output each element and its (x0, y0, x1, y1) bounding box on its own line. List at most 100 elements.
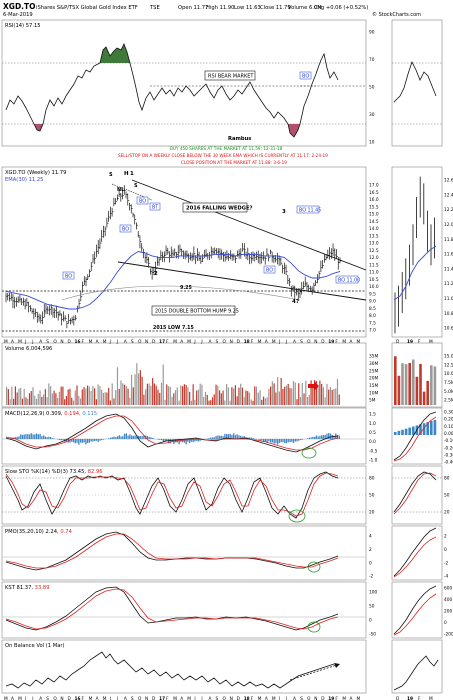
y-tick-label: 0.30 (444, 410, 453, 416)
macd-hist-bar (189, 439, 191, 444)
macd-hist-bar (14, 437, 17, 439)
rsi-panel-frame (1, 19, 367, 147)
volume-bar (229, 400, 231, 405)
macd-hist-bar (99, 439, 101, 441)
x-tick-label: 16 (75, 339, 81, 345)
volume-bar (7, 389, 9, 405)
volume-bar (9, 399, 11, 405)
macd-hist-bar (233, 433, 235, 439)
y-axes: 907050301017.016.516.015.515.014.514.013… (369, 30, 453, 638)
macd-hist-bar (160, 439, 163, 441)
ema-label: EMA(30) 11.25 (5, 177, 43, 183)
volume-bar (11, 386, 13, 405)
sto-label-b: 82.96 (88, 469, 103, 475)
x-tick-label: D (321, 696, 325, 700)
volume-bar (48, 383, 50, 405)
macd-hist-bar (164, 439, 166, 442)
x-tick-label: F (166, 696, 169, 700)
rsi-overbought-fill (100, 44, 130, 63)
y-tick-label: 0 (444, 547, 447, 553)
macd-hist-bar (72, 439, 75, 443)
kst-label-b: 33.89 (35, 585, 50, 591)
y-tick-label: 12.2 (444, 207, 453, 213)
volume-bar (81, 389, 83, 405)
y-tick-label: 11.0 (444, 296, 453, 302)
pattern-s-left: S (109, 172, 113, 178)
macd-hist-bar (210, 437, 212, 439)
x-tick-label: S (131, 696, 134, 700)
x-tick-label: O (138, 696, 142, 700)
macd-mini-hist-bar (430, 421, 433, 435)
volume-bar (174, 390, 177, 405)
y-tick-label: 10 (369, 140, 375, 146)
macd-hist-bar (86, 439, 89, 443)
macd-hist-bar (143, 435, 145, 439)
y-tick-label: 50 (369, 493, 375, 499)
macd-hist-bar (196, 439, 198, 441)
macd-hist-bar (35, 433, 38, 439)
volume-bar (74, 390, 76, 405)
x-tick-label: A (349, 696, 352, 700)
macd-hist-bar (301, 439, 303, 440)
volume-bar (78, 395, 80, 405)
y-tick-label: 0 (369, 618, 372, 624)
macd-histogram (7, 433, 340, 445)
x-tick-label: N (314, 339, 317, 345)
macd-hist-bar (224, 433, 226, 439)
volume-bar (71, 397, 73, 405)
x-tick-label: J (193, 696, 195, 700)
volume-bar (166, 384, 168, 405)
x-tick-label: M (272, 339, 276, 345)
volume-bar (218, 390, 221, 405)
volume-bar (123, 384, 126, 405)
y-tick-label: 400 (444, 597, 452, 603)
y-tick-label: 13.5 (369, 233, 379, 239)
macd-hist-bar (109, 437, 112, 439)
macd-hist-bar (32, 434, 34, 439)
volume-bar (264, 398, 266, 405)
y-tick-label: 0 (369, 560, 372, 566)
macd-mini-hist-bar (401, 429, 404, 435)
volume-bar (196, 390, 198, 405)
volume-bar (95, 399, 97, 405)
x-tick-label: D (321, 339, 325, 345)
pattern-h: H (124, 171, 129, 177)
volume-mini-frame (391, 342, 443, 408)
volume-bar (159, 392, 161, 405)
volume-bar (231, 387, 233, 405)
header-exchange: TSE (149, 5, 160, 11)
volume-bar (226, 384, 228, 405)
author: Rambus (228, 136, 251, 142)
x-tick-label: M (342, 696, 346, 700)
obv-arrow-head (334, 663, 340, 668)
macd-hist-bar (34, 434, 36, 439)
volume-bar (101, 389, 103, 405)
volume-bar (277, 377, 279, 405)
macd-hist-bar (122, 436, 124, 439)
panel-frames (1, 19, 443, 694)
volume-bar (275, 392, 277, 405)
pmo-line (5, 531, 339, 571)
y-tick-label: 0.0 (369, 439, 376, 445)
rsi-label: RSI(14) 57.15 (5, 23, 41, 29)
macd-hist-bar (139, 436, 142, 439)
pmo-mini-frame (391, 525, 443, 581)
x-tick-label: F (251, 339, 254, 345)
macd-signal-line (5, 415, 339, 451)
x-tick-label: J (116, 339, 118, 345)
x-tick-label: A (39, 696, 42, 700)
volume-bar (183, 384, 185, 405)
volume-mini-bar (397, 375, 401, 405)
macd-mini-hist-bar (394, 432, 397, 435)
macd-hist-bar (101, 439, 103, 441)
pattern-one: 1 (130, 171, 134, 177)
volume-bar (113, 398, 115, 405)
volume-bar (108, 387, 110, 405)
obv-trend-arrow (289, 663, 341, 681)
x-tick-label: N (145, 696, 148, 700)
volume-mini-bar (404, 364, 408, 405)
x-tick-label: J (109, 696, 111, 700)
sto-label-a: Slow STO %K(14) %D(3) 73.45, (5, 469, 86, 475)
volume-bar (13, 398, 15, 405)
volume-bar (122, 383, 124, 405)
